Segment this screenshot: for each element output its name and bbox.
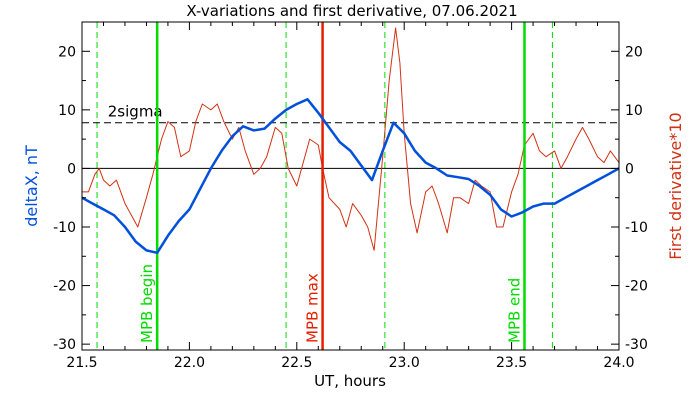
y-tick-label-left-2: 0	[67, 161, 76, 177]
y-tick-label-left-5: -30	[53, 337, 76, 353]
y-tick-label-left-3: -10	[53, 220, 76, 236]
y-tick-label-right-3: -10	[625, 220, 648, 236]
y-tick-label-right-1: 10	[625, 103, 643, 119]
y-tick-label-left-0: 20	[58, 44, 76, 60]
mpb-label-1: MPB end	[505, 278, 523, 343]
series-first-derivative	[82, 27, 620, 251]
x-tick-label-3: 23.0	[389, 355, 420, 371]
y-tick-label-right-2: 0	[625, 161, 634, 177]
chart-title: X-variations and first derivative, 07.06…	[186, 2, 517, 20]
x-tick-label-2: 22.5	[281, 355, 312, 371]
y-tick-label-left-1: 10	[58, 103, 76, 119]
plot-area: 2sigma MPB begin MPB end MPB max	[81, 22, 620, 350]
x-tick-label-4: 23.5	[496, 355, 527, 371]
y-tick-label-right-0: 20	[625, 44, 643, 60]
x-tick-label-1: 22.0	[174, 355, 205, 371]
series-deltaX	[81, 98, 620, 255]
mpb-label-0: MPB begin	[138, 264, 156, 343]
y-axis-label-left: deltaX, nT	[22, 145, 41, 227]
y-tick-label-left-4: -20	[53, 279, 76, 295]
max-label: MPB max	[304, 273, 322, 343]
y-axis-label-right: First derivative*10	[666, 112, 685, 259]
y-tick-label-right-5: -30	[625, 337, 648, 353]
x-tick-label-5: 24.0	[603, 355, 634, 371]
y-tick-label-right-4: -20	[625, 279, 648, 295]
axes: 21.5 22.0 22.5 23.0 23.5 24.0 20 20 10 10 0 0 -10 -10…	[53, 21, 648, 371]
sigma-label: 2sigma	[108, 103, 163, 121]
x-axis-label: UT, hours	[314, 372, 386, 390]
x-tick-label-0: 21.5	[66, 355, 97, 371]
plot-frame	[81, 21, 620, 351]
